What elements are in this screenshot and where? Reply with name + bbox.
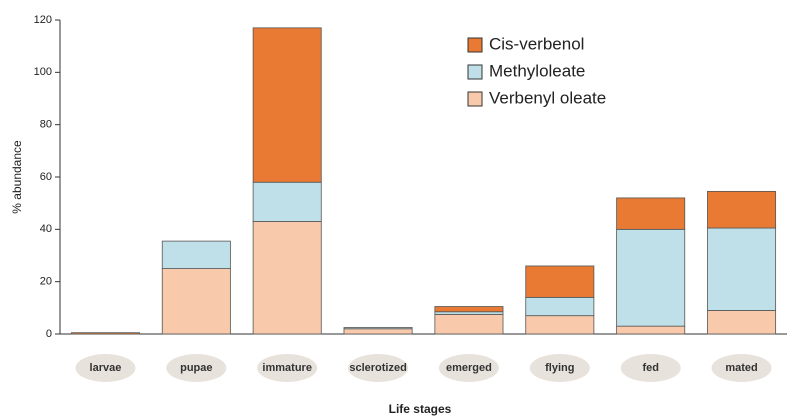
- stage-icon: [711, 354, 772, 382]
- x-tick-label: fed: [642, 362, 659, 374]
- bar-segment: [525, 315, 595, 335]
- legend-swatch: [467, 37, 483, 53]
- bar-segment: [707, 190, 777, 229]
- y-tick-label: 100: [34, 66, 52, 78]
- x-tick-label: pupae: [180, 362, 212, 374]
- legend-label: Cis-verbenol: [489, 34, 584, 53]
- x-tick-label: emerged: [446, 362, 492, 374]
- bar-segment: [161, 240, 231, 269]
- bar-segment: [343, 327, 413, 330]
- stage-icon: [438, 354, 499, 382]
- stage-icon: [348, 354, 409, 382]
- x-tick-label: immature: [262, 362, 312, 374]
- bar-segment: [525, 265, 595, 298]
- bar-segment: [343, 328, 413, 335]
- bar-segment: [616, 228, 686, 327]
- stage-icon: [257, 354, 318, 382]
- x-axis-label: Life stages: [389, 402, 452, 416]
- y-tick-label: 80: [40, 119, 52, 131]
- bar-segment: [70, 332, 140, 335]
- bar-segment: [707, 227, 777, 311]
- stage-icon: [75, 354, 136, 382]
- y-tick-label: 40: [40, 223, 52, 235]
- y-tick-label: 0: [46, 328, 52, 340]
- bar-segment: [616, 197, 686, 230]
- bar-segment: [252, 221, 322, 335]
- y-axis-label: % abundance: [10, 140, 24, 214]
- bar-segment: [252, 27, 322, 183]
- legend-label: Methyloleate: [489, 61, 585, 80]
- legend-swatch: [467, 91, 483, 107]
- bar-segment: [434, 313, 504, 335]
- bar-segment: [616, 325, 686, 335]
- stage-icon: [620, 354, 681, 382]
- x-tick-label: sclerotized: [349, 362, 406, 374]
- stage-icon: [529, 354, 590, 382]
- stage-icon: [166, 354, 227, 382]
- y-tick-label: 20: [40, 276, 52, 288]
- x-tick-label: mated: [725, 362, 757, 374]
- bar-segment: [161, 268, 231, 335]
- bar-segment: [707, 310, 777, 335]
- bar-segment: [434, 306, 504, 313]
- bar-segment: [252, 181, 322, 222]
- y-tick-label: 60: [40, 171, 52, 183]
- x-tick-label: flying: [545, 362, 574, 374]
- legend-swatch: [467, 64, 483, 80]
- bar-segment: [525, 296, 595, 317]
- y-tick-label: 120: [34, 14, 52, 26]
- legend-label: Verbenyl oleate: [489, 88, 606, 107]
- x-tick-label: larvae: [90, 362, 122, 374]
